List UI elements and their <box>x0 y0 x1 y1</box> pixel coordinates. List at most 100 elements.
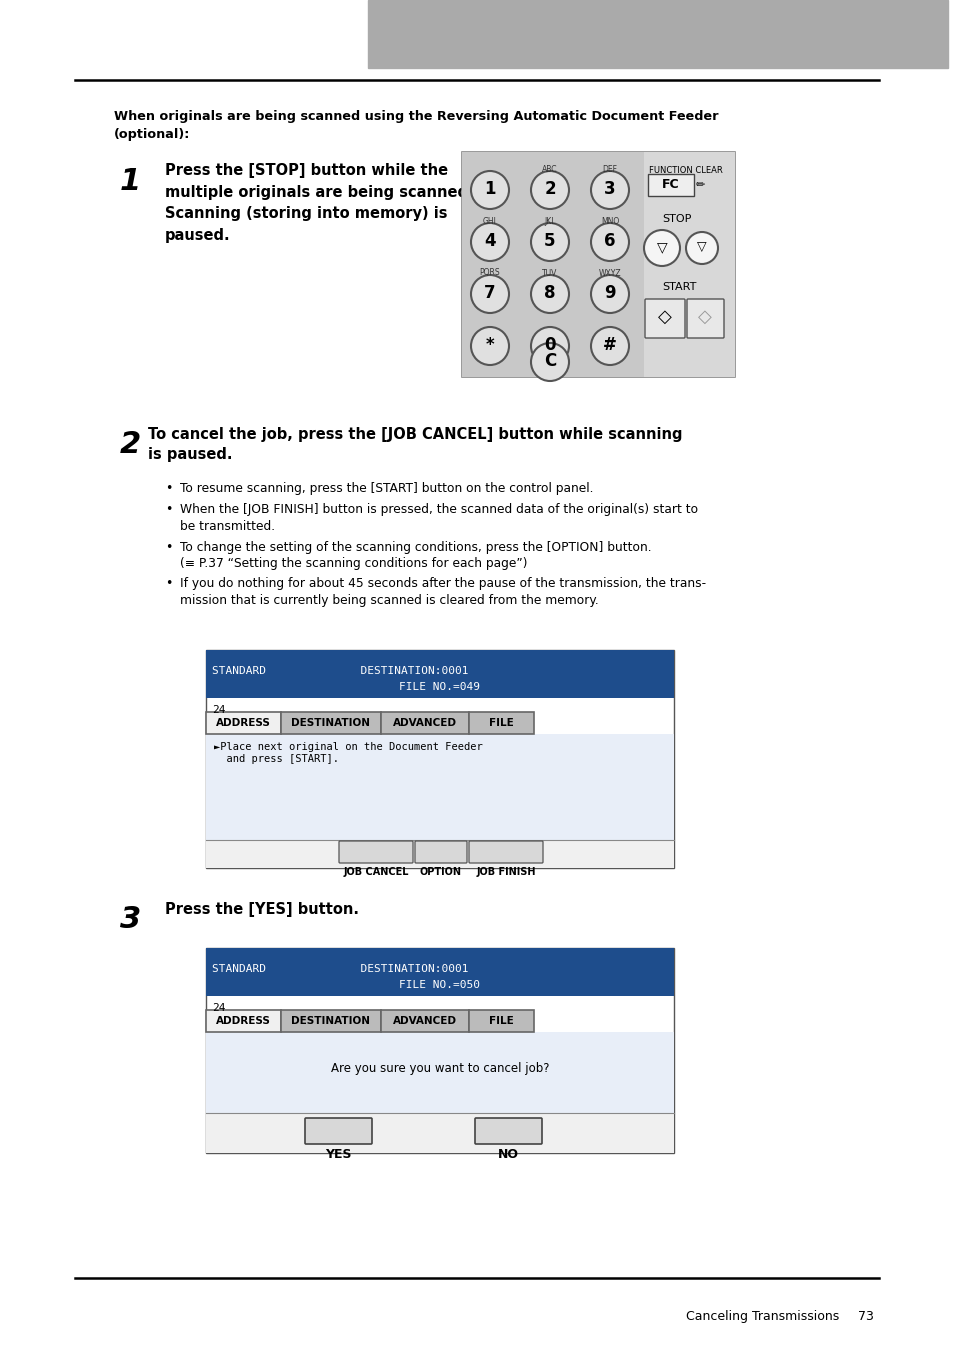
Bar <box>368 0 947 67</box>
Bar <box>461 152 643 377</box>
Bar <box>206 948 673 1153</box>
Text: 24: 24 <box>212 705 225 714</box>
Text: FILE NO.=049: FILE NO.=049 <box>399 682 480 692</box>
Text: To resume scanning, press the [START] button on the control panel.: To resume scanning, press the [START] bu… <box>180 483 593 495</box>
Circle shape <box>590 328 628 365</box>
FancyBboxPatch shape <box>686 299 723 338</box>
Bar <box>461 152 734 377</box>
Text: 3: 3 <box>603 181 616 198</box>
Text: 4: 4 <box>484 232 496 249</box>
FancyBboxPatch shape <box>647 174 693 195</box>
Circle shape <box>531 171 568 209</box>
Circle shape <box>643 231 679 266</box>
Bar <box>206 712 281 735</box>
Text: FILE: FILE <box>489 1016 514 1026</box>
Text: When the [JOB FINISH] button is pressed, the scanned data of the original(s) sta: When the [JOB FINISH] button is pressed,… <box>180 504 698 532</box>
Text: ADVANCED: ADVANCED <box>393 718 456 728</box>
Circle shape <box>590 222 628 262</box>
FancyBboxPatch shape <box>644 299 684 338</box>
Text: Are you sure you want to cancel job?: Are you sure you want to cancel job? <box>331 1062 549 1074</box>
Text: 2: 2 <box>543 181 556 198</box>
Text: 24: 24 <box>212 1003 225 1012</box>
Text: If you do nothing for about 45 seconds after the pause of the transmission, the : If you do nothing for about 45 seconds a… <box>180 577 705 607</box>
Circle shape <box>590 275 628 313</box>
Bar <box>206 735 673 868</box>
Text: 1: 1 <box>120 167 141 195</box>
Text: 7: 7 <box>484 284 496 302</box>
Text: NO: NO <box>497 1148 518 1162</box>
Bar <box>206 1010 281 1033</box>
Text: FILE: FILE <box>489 718 514 728</box>
Text: DESTINATION: DESTINATION <box>292 1016 370 1026</box>
Text: ABC: ABC <box>541 164 558 174</box>
Text: 8: 8 <box>543 284 556 302</box>
Bar <box>206 840 673 868</box>
Text: TUV: TUV <box>541 268 558 278</box>
Text: ◇: ◇ <box>698 307 711 326</box>
Circle shape <box>531 275 568 313</box>
Text: 0: 0 <box>543 336 556 355</box>
Text: PQRS: PQRS <box>479 268 499 278</box>
Text: 73: 73 <box>857 1310 873 1322</box>
Text: ▽: ▽ <box>656 240 666 253</box>
Text: 9: 9 <box>603 284 616 302</box>
Bar <box>643 152 734 377</box>
FancyBboxPatch shape <box>469 841 542 863</box>
Bar <box>281 1010 380 1033</box>
Text: 6: 6 <box>603 232 615 249</box>
Bar <box>469 712 534 735</box>
Text: ADDRESS: ADDRESS <box>215 718 271 728</box>
Text: 5: 5 <box>543 232 556 249</box>
Text: DESTINATION: DESTINATION <box>292 718 370 728</box>
Text: (optional):: (optional): <box>113 128 191 142</box>
Text: GHI: GHI <box>482 217 497 225</box>
Text: MNO: MNO <box>600 217 618 225</box>
Bar <box>380 1010 469 1033</box>
Bar <box>206 650 673 698</box>
Text: OPTION: OPTION <box>419 867 461 878</box>
Text: 3: 3 <box>120 905 141 934</box>
Circle shape <box>471 222 509 262</box>
Circle shape <box>471 171 509 209</box>
Text: ▽: ▽ <box>697 240 706 253</box>
Text: FILE NO.=050: FILE NO.=050 <box>399 980 480 989</box>
Text: ◇: ◇ <box>658 307 671 326</box>
Text: ADVANCED: ADVANCED <box>393 1016 456 1026</box>
Circle shape <box>531 328 568 365</box>
Text: STANDARD              DESTINATION:0001: STANDARD DESTINATION:0001 <box>212 666 468 675</box>
Circle shape <box>531 222 568 262</box>
Text: DEF: DEF <box>602 164 617 174</box>
Text: •: • <box>165 504 172 516</box>
Text: STANDARD              DESTINATION:0001: STANDARD DESTINATION:0001 <box>212 964 468 975</box>
Text: To cancel the job, press the [JOB CANCEL] button while scanning
is paused.: To cancel the job, press the [JOB CANCEL… <box>148 427 681 462</box>
Text: WXYZ: WXYZ <box>598 268 620 278</box>
Text: Press the [STOP] button while the
multiple originals are being scanned.
Scanning: Press the [STOP] button while the multip… <box>165 163 473 243</box>
Text: JOB CANCEL: JOB CANCEL <box>343 867 408 878</box>
Bar <box>206 650 673 868</box>
Text: 1: 1 <box>484 181 496 198</box>
Text: Press the [YES] button.: Press the [YES] button. <box>165 902 358 917</box>
FancyBboxPatch shape <box>475 1117 541 1144</box>
FancyBboxPatch shape <box>305 1117 372 1144</box>
Circle shape <box>471 328 509 365</box>
Text: START: START <box>661 282 696 293</box>
Text: *: * <box>485 336 494 355</box>
Text: Canceling Transmissions: Canceling Transmissions <box>685 1310 839 1322</box>
Bar <box>469 1010 534 1033</box>
Text: To change the setting of the scanning conditions, press the [OPTION] button.
(≡ : To change the setting of the scanning co… <box>180 541 651 570</box>
Text: FUNCTION CLEAR: FUNCTION CLEAR <box>648 166 722 175</box>
FancyBboxPatch shape <box>338 841 413 863</box>
Bar <box>206 948 673 996</box>
Bar <box>281 712 380 735</box>
FancyBboxPatch shape <box>415 841 467 863</box>
Text: ✏: ✏ <box>695 181 704 190</box>
Text: C: C <box>543 352 556 369</box>
Circle shape <box>685 232 718 264</box>
Text: 2: 2 <box>120 430 141 460</box>
Bar <box>206 1033 673 1153</box>
Text: FC: FC <box>661 178 679 191</box>
Text: YES: YES <box>325 1148 352 1162</box>
Bar <box>206 1113 673 1153</box>
Text: ADDRESS: ADDRESS <box>215 1016 271 1026</box>
Text: ►Place next original on the Document Feeder
  and press [START].: ►Place next original on the Document Fee… <box>213 741 482 764</box>
